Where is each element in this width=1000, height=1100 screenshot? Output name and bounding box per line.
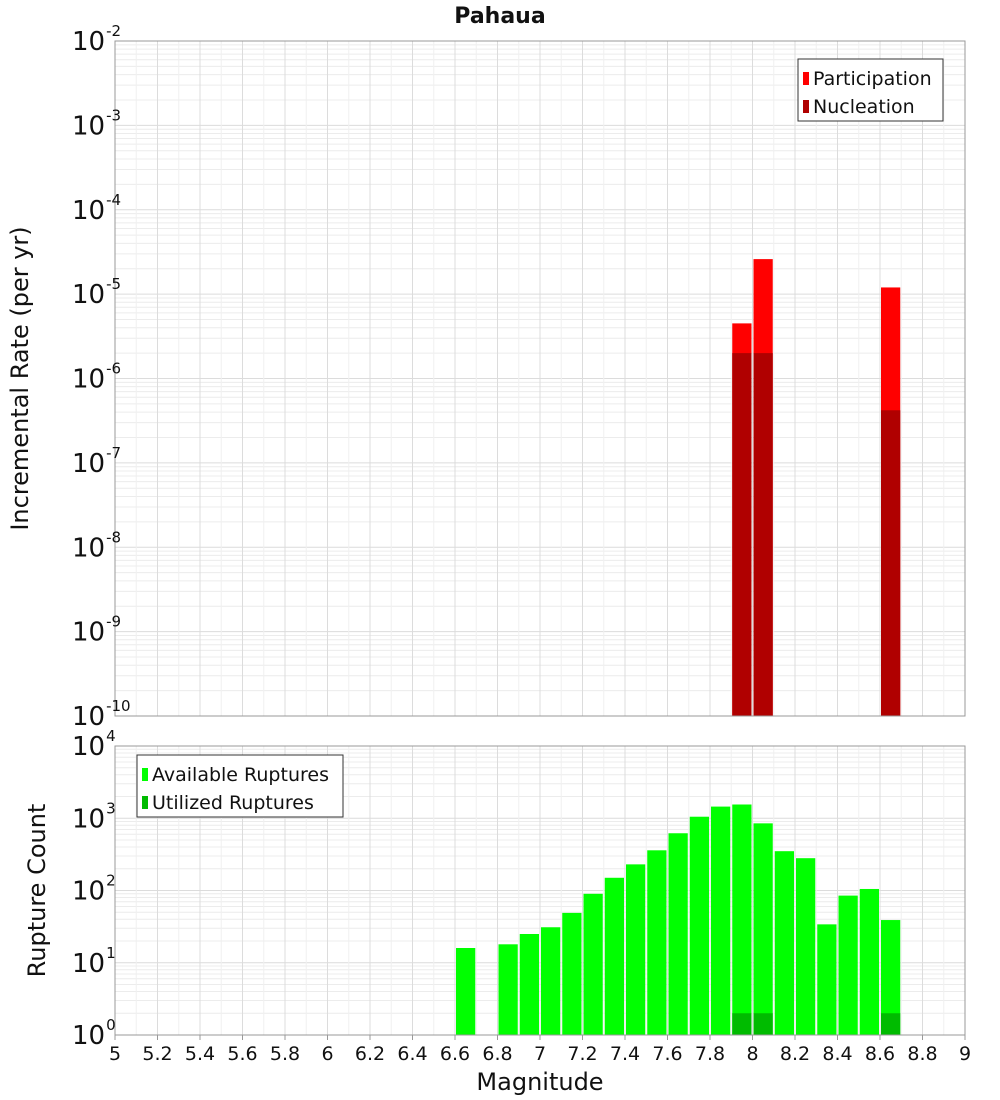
- rate-series-1: [732, 353, 901, 716]
- count-bar: [881, 920, 901, 1035]
- count-bar: [519, 933, 539, 1035]
- count-bar: [753, 1013, 773, 1035]
- x-tick-label: 7: [534, 1043, 546, 1065]
- rate-y-tick-label: 10-5: [72, 275, 121, 310]
- count-y-tick-label: 102: [72, 872, 116, 907]
- x-tick-label: 8.6: [865, 1043, 895, 1065]
- count-bar: [838, 895, 858, 1035]
- count-y-tick-label: 101: [72, 944, 116, 979]
- rate-y-tick-label: 10-2: [72, 22, 121, 57]
- count-y-tick-label: 104: [72, 727, 116, 762]
- x-tick-label: 8.8: [907, 1043, 937, 1065]
- count-bar: [583, 893, 603, 1035]
- rate-bar: [753, 353, 773, 716]
- count-legend-swatch: [142, 796, 148, 809]
- count-y-tick-label: 103: [72, 799, 116, 834]
- count-bar: [456, 948, 476, 1035]
- x-axis-ticks: 5 5.2 5.4 5.6 5.8 6 6.2 6.4 6.6 6.8 7 7.2 7.4 7.6 7.8 8…: [109, 1035, 971, 1065]
- x-tick-label: 7.6: [652, 1043, 682, 1065]
- x-tick-label: 9: [959, 1043, 971, 1065]
- count-bar: [732, 1013, 752, 1035]
- count-bar: [774, 851, 794, 1035]
- x-tick-label: 7.2: [567, 1043, 597, 1065]
- count-series-1: [732, 1013, 901, 1035]
- count-legend: Available Ruptures Utilized Ruptures: [136, 754, 344, 818]
- count-bar: [604, 877, 624, 1035]
- count-bar: [732, 804, 752, 1035]
- count-bar: [881, 1013, 901, 1035]
- rate-legend-label: Nucleation: [813, 96, 915, 118]
- rate-frame: [114, 40, 966, 717]
- count-bar: [541, 927, 561, 1035]
- count-legend-label: Utilized Ruptures: [152, 792, 314, 814]
- rate-y-tick-label: 10-7: [72, 444, 121, 479]
- x-tick-label: 7.8: [695, 1043, 725, 1065]
- rate-bar: [732, 353, 752, 716]
- x-tick-label: 6: [321, 1043, 333, 1065]
- rate-legend-swatch: [803, 100, 809, 113]
- rate-y-tick-label: 10-9: [72, 613, 121, 648]
- x-tick-label: 7.4: [610, 1043, 640, 1065]
- rate-y-tick-label: 10-10: [72, 697, 131, 732]
- count-legend-label: Available Ruptures: [152, 764, 329, 786]
- rate-y-tick-label: 10-6: [72, 360, 121, 395]
- count-bar: [562, 912, 582, 1035]
- x-tick-label: 6.8: [482, 1043, 512, 1065]
- x-axis-title: Magnitude: [476, 1068, 603, 1096]
- rate-legend: Participation Nucleation: [797, 58, 944, 122]
- count-series-0: [456, 804, 901, 1035]
- rate-panel: 10-10 10-9 10-8 10-7 10-6 10-5 10-4 10-3 10-2 Inc…: [6, 22, 966, 732]
- count-bar: [668, 833, 688, 1035]
- x-tick-label: 6.4: [397, 1043, 427, 1065]
- count-bar: [753, 823, 773, 1035]
- chart-title: Pahaua: [454, 4, 545, 29]
- count-bar: [817, 924, 837, 1035]
- x-tick-label: 5.6: [227, 1043, 257, 1065]
- x-tick-label: 5: [109, 1043, 121, 1065]
- rate-bar: [881, 410, 901, 716]
- rate-y-tick-label: 10-4: [72, 191, 121, 226]
- x-tick-label: 8.4: [822, 1043, 852, 1065]
- count-bar: [711, 806, 731, 1035]
- count-bar: [859, 888, 879, 1035]
- x-tick-label: 8: [746, 1043, 758, 1065]
- count-y-axis-title: Rupture Count: [23, 804, 51, 978]
- rate-y-axis-title: Incremental Rate (per yr): [6, 226, 34, 530]
- rate-y-tick-label: 10-8: [72, 528, 121, 563]
- count-bar: [796, 858, 816, 1035]
- count-bar: [689, 816, 709, 1035]
- count-legend-swatch: [142, 768, 148, 781]
- x-tick-label: 8.2: [780, 1043, 810, 1065]
- rate-grid: [114, 41, 966, 717]
- x-tick-label: 6.6: [440, 1043, 470, 1065]
- rate-legend-swatch: [803, 72, 809, 85]
- count-bar: [498, 944, 518, 1035]
- x-tick-label: 5.8: [270, 1043, 300, 1065]
- rate-y-tick-label: 10-3: [72, 106, 121, 141]
- x-tick-label: 5.2: [142, 1043, 172, 1065]
- rate-legend-label: Participation: [813, 68, 932, 90]
- count-bar: [626, 864, 646, 1035]
- x-tick-label: 6.2: [355, 1043, 385, 1065]
- x-tick-label: 5.4: [185, 1043, 215, 1065]
- count-bar: [647, 850, 667, 1035]
